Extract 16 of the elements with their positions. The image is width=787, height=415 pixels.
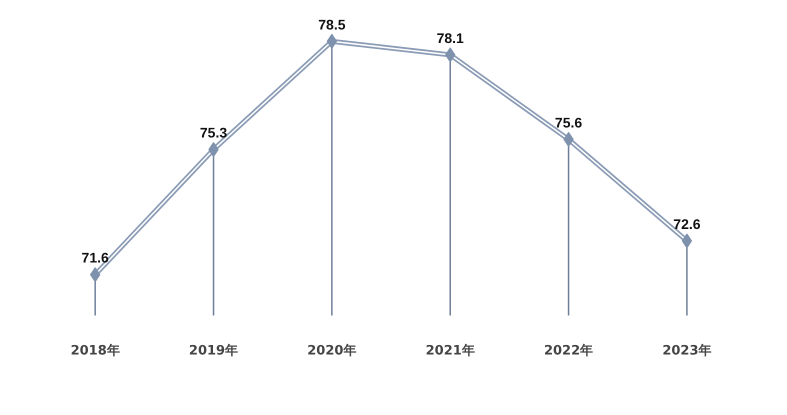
x-tick-label: 2023年 xyxy=(662,344,712,358)
data-label: 78.5 xyxy=(318,16,346,32)
point xyxy=(682,233,692,248)
x-tick-label: 2018年 xyxy=(70,344,120,358)
data-label: 72.6 xyxy=(673,216,701,232)
point xyxy=(563,132,574,147)
point xyxy=(208,142,219,158)
x-tick-label: 2022年 xyxy=(544,344,594,358)
x-tick-label: 2020年 xyxy=(307,344,356,358)
point xyxy=(326,34,338,49)
data-label: 71.6 xyxy=(82,250,110,266)
data-label: 78.1 xyxy=(436,30,464,46)
x-tick-label: 2021年 xyxy=(426,344,475,358)
data-label: 75.6 xyxy=(554,114,582,130)
x-tick-label: 2019年 xyxy=(188,344,238,358)
data-label: 75.3 xyxy=(200,124,228,141)
